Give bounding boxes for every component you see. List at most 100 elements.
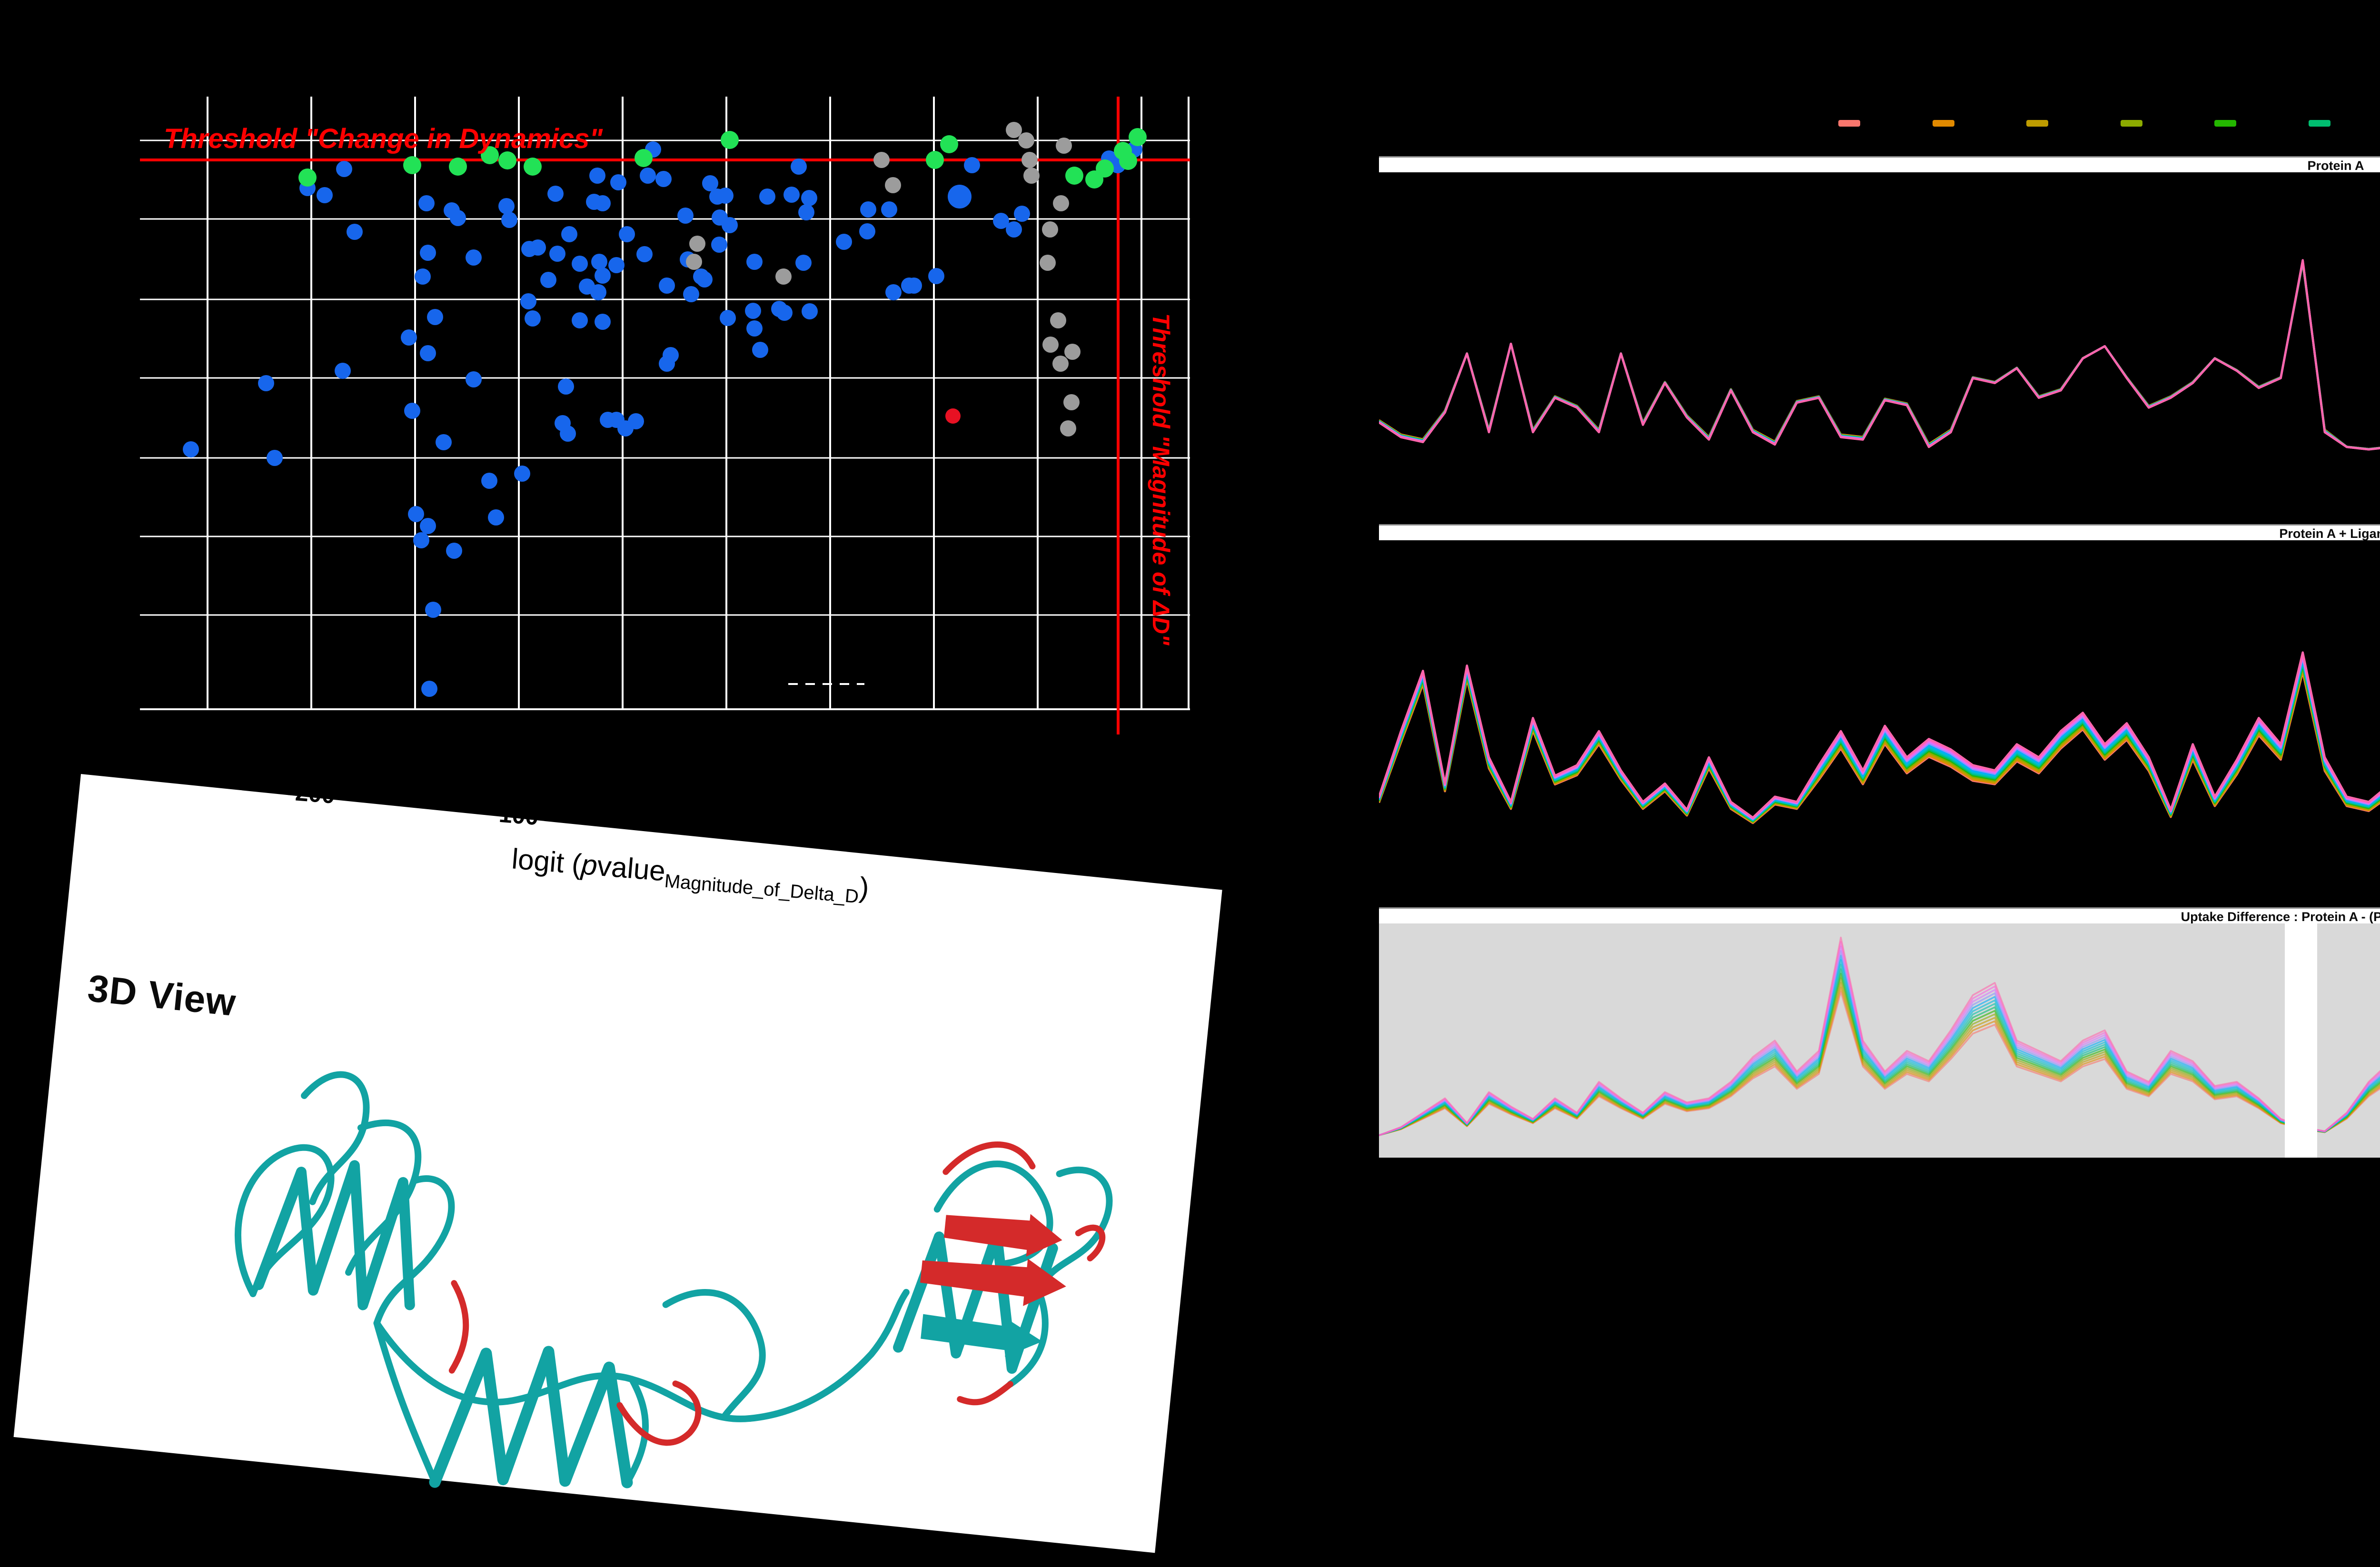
chart-background <box>1379 540 2380 904</box>
timepoint-legend <box>1379 120 2380 128</box>
uptake-line-s13 <box>1379 936 2380 1136</box>
volcano-dot-blue <box>501 212 517 228</box>
volcano-dot-blue <box>558 378 574 395</box>
volcano-dot-blue <box>561 226 577 242</box>
volcano-dot-blue <box>427 309 443 325</box>
volcano-dot-blue <box>928 268 944 284</box>
volcano-dot-blue <box>408 506 424 522</box>
volcano-dot-blue <box>746 254 763 270</box>
volcano-dot-blue <box>677 208 694 224</box>
volcano-dot-blue <box>549 246 565 262</box>
hdx-analysis-dashboard: { "canvas": { "bg": "#000000" }, "volcan… <box>13 97 2380 1553</box>
volcano-dot-blue <box>628 413 644 429</box>
volcano-dot-blue <box>420 345 436 361</box>
volcano-dot-blue <box>859 223 875 239</box>
volcano-dot-blue <box>722 217 738 233</box>
legend-key-3 <box>2026 120 2048 127</box>
volcano-dot-gray <box>1064 344 1081 360</box>
volcano-dot-green <box>1119 152 1137 170</box>
threshold-vline-label: Threshold "Magnitude of ΔD" <box>1148 313 1174 646</box>
protein-ribbon-3d <box>235 1071 1113 1488</box>
volcano-dot-blue <box>420 245 436 261</box>
volcano-dot-green <box>940 135 958 153</box>
volcano-dot-blue <box>258 375 274 391</box>
volcano-dot-blue <box>335 363 351 379</box>
volcano-dot-green <box>1129 128 1147 146</box>
uptake-chart-protein-a-ligand <box>1379 540 2380 904</box>
volcano-dot-blue <box>717 188 734 204</box>
volcano-dot-blue <box>404 403 420 419</box>
volcano-dot-blue <box>418 195 435 211</box>
volcano-dot-blue <box>659 278 675 294</box>
volcano-dot-green <box>1065 167 1083 185</box>
volcano-dot-blue <box>608 257 625 273</box>
volcano-dot-gray <box>1060 420 1076 436</box>
chart-background <box>1379 172 2380 524</box>
uptake-line-s13 <box>1379 259 2380 451</box>
volcano-dot-blue <box>413 532 429 548</box>
uptake-line-s13 <box>1379 651 2380 819</box>
volcano-dot-blue <box>450 210 466 226</box>
volcano-dot-blue <box>798 204 814 220</box>
volcano-dot-blue <box>267 450 283 466</box>
volcano-dot-blue <box>336 161 352 177</box>
volcano-dot-blue <box>401 329 417 346</box>
uptake-chart-protein-a <box>1379 172 2380 524</box>
volcano-dot-blue <box>860 201 876 218</box>
volcano-dot-blue <box>711 237 727 253</box>
volcano-dot-blue <box>659 356 675 372</box>
volcano-dot-blue <box>530 239 546 256</box>
volcano-plot-panel: Threshold "Change in Dynamics" Threshold … <box>140 97 1190 806</box>
volcano-dot-blue <box>619 226 635 242</box>
volcano-x-tick-100: 100 <box>498 800 540 831</box>
volcano-dot-gray <box>1042 337 1059 353</box>
volcano-dot-blue <box>696 271 713 288</box>
volcano-dot-blue <box>964 157 980 173</box>
uptake-lines-protein-a-ligand <box>1379 540 2380 904</box>
volcano-dot-green <box>926 151 944 169</box>
volcano-dot-gray <box>1053 195 1069 211</box>
volcano-dot-green <box>403 156 421 174</box>
volcano-dot-blue <box>347 224 363 240</box>
volcano-dot-gray <box>1018 132 1034 149</box>
volcano-dot-blue <box>783 187 800 203</box>
volcano-dot-gray <box>1052 356 1069 372</box>
volcano-dot-gray <box>1006 122 1022 138</box>
volcano-dot-blue <box>655 171 672 187</box>
volcano-dot-gray <box>686 254 702 270</box>
volcano-dot-blue <box>595 195 611 211</box>
legend-key-2 <box>1932 120 1954 127</box>
chart-background <box>1379 923 2380 1158</box>
threshold-hline-label: Threshold "Change in Dynamics" <box>164 123 603 154</box>
volcano-scatter-chart: Threshold "Change in Dynamics" Threshold … <box>140 97 1190 734</box>
3d-view-page: 3D View <box>13 774 1222 1553</box>
axis-label-p: p <box>580 848 599 882</box>
volcano-dot-gray <box>1042 221 1058 238</box>
volcano-dot-green <box>635 149 653 167</box>
volcano-dot-gray <box>873 152 890 168</box>
volcano-dot-red <box>945 408 961 424</box>
volcano-dot-blue <box>560 426 576 442</box>
volcano-dot-green <box>449 158 467 176</box>
volcano-dot-blue <box>720 310 736 326</box>
volcano-dot-blue <box>791 159 807 175</box>
volcano-dot-blue <box>595 314 611 330</box>
legend-key-1 <box>1838 120 1860 127</box>
volcano-dot-blue <box>1006 221 1022 238</box>
volcano-dot-blue <box>801 190 817 206</box>
uptake-lines-protein-a <box>1379 172 2380 524</box>
volcano-dot-blue <box>906 278 922 294</box>
volcano-dot-blue <box>317 187 333 203</box>
volcano-dot-blue <box>547 186 564 202</box>
volcano-dot-blue <box>514 466 530 482</box>
volcano-dot-gray <box>1021 152 1038 168</box>
volcano-dot-green <box>1096 159 1114 178</box>
volcano-dot-blue <box>421 681 437 697</box>
volcano-dot-blue <box>759 188 775 205</box>
volcano-dot-blue <box>745 303 761 319</box>
volcano-dot-blue <box>425 602 441 618</box>
volcano-dot-blue <box>776 305 793 321</box>
volcano-dot-blue <box>498 198 515 214</box>
volcano-dot-gray <box>1040 255 1056 271</box>
volcano-dot-blue <box>746 320 763 337</box>
